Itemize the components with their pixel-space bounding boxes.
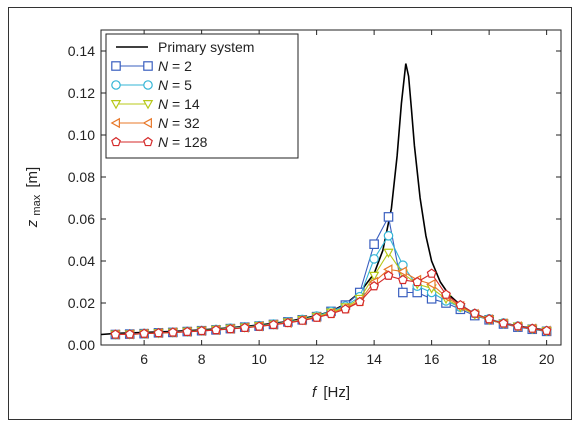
legend-entry: N = 2	[111, 58, 192, 74]
legend-label: N = 32	[158, 115, 200, 131]
data-point	[398, 287, 408, 298]
data-point	[397, 266, 407, 277]
data-point	[455, 299, 466, 310]
series-layer	[100, 63, 552, 340]
data-point	[167, 327, 178, 337]
data-point	[142, 100, 154, 110]
data-point	[110, 329, 121, 339]
y-axis-unit: [m]	[24, 167, 41, 188]
data-point	[153, 327, 164, 338]
legend-label: N = 14	[158, 96, 200, 112]
data-point	[110, 117, 120, 129]
data-point	[354, 296, 365, 307]
data-point	[225, 323, 236, 334]
y-tick-label: 0.02	[68, 295, 95, 311]
data-point	[340, 304, 351, 314]
data-point	[484, 314, 495, 324]
y-tick-label: 0.10	[68, 127, 95, 143]
data-point	[512, 321, 523, 331]
legend-entry: N = 14	[110, 96, 200, 112]
plot-area-border	[100, 29, 562, 346]
data-point	[383, 212, 394, 222]
data-point	[143, 136, 153, 147]
data-point	[254, 321, 265, 331]
y-tick-label: 0.00	[68, 337, 95, 353]
y-axis-sub: max	[31, 194, 43, 215]
legend-label: Primary system	[158, 39, 254, 55]
y-axis-var: z	[24, 219, 41, 228]
data-point	[211, 324, 221, 335]
legend-label: N = 5	[158, 77, 192, 93]
x-tick-label: 8	[198, 351, 206, 367]
x-tick-label: 18	[481, 351, 497, 367]
data-point	[412, 276, 423, 287]
y-tick-label: 0.08	[68, 169, 95, 185]
data-point	[268, 319, 279, 330]
data-point	[110, 100, 122, 110]
data-point	[282, 317, 293, 328]
data-point	[541, 325, 552, 335]
series-line	[115, 268, 547, 336]
data-point	[383, 231, 394, 241]
series-line	[115, 234, 547, 336]
x-tick-label: 12	[309, 351, 325, 367]
y-tick-label: 0.14	[68, 43, 95, 59]
data-point	[124, 329, 135, 339]
data-point	[111, 80, 121, 90]
x-tick-label: 20	[539, 351, 555, 367]
series-line	[115, 272, 547, 336]
data-point	[383, 270, 394, 280]
y-tick-label: 0.12	[68, 85, 95, 101]
data-point	[441, 289, 451, 299]
data-point	[297, 315, 308, 325]
legend-entry: Primary system	[116, 39, 254, 55]
data-point	[397, 274, 408, 285]
x-tick-label: 16	[424, 351, 440, 367]
axes: 6 8 10 12 14 16 18 20 0.00 0.02 0.04 0.06 0.08 0.10 0.…	[68, 29, 562, 367]
series-n-14	[110, 248, 552, 340]
data-point	[311, 312, 322, 322]
data-point	[182, 326, 193, 336]
x-tick-label: 6	[140, 351, 148, 367]
data-point	[111, 61, 121, 71]
y-tick-label: 0.04	[68, 253, 95, 269]
x-axis-var: f	[312, 384, 318, 401]
legend-label: N = 2	[158, 58, 192, 74]
data-point	[469, 308, 480, 318]
x-axis-unit: [Hz]	[323, 384, 350, 401]
legend-entry: N = 32	[110, 115, 200, 131]
data-point	[239, 322, 250, 332]
data-point	[426, 278, 436, 290]
data-point	[368, 271, 380, 282]
data-point	[369, 254, 379, 264]
data-point	[369, 281, 380, 291]
series-line	[115, 251, 547, 336]
data-point	[111, 136, 121, 147]
data-point	[383, 248, 394, 259]
data-point	[527, 323, 538, 333]
data-point	[326, 308, 336, 319]
x-tick-label: 14	[366, 351, 382, 367]
axis-labels: f [Hz] z max [m]	[24, 167, 350, 401]
y-tick-label: 0.06	[68, 211, 95, 227]
data-point	[143, 80, 153, 90]
data-point	[196, 325, 207, 336]
y-axis-label: z max [m]	[24, 167, 44, 228]
legend-box	[105, 33, 299, 159]
data-point	[143, 61, 153, 71]
series-n-128	[110, 268, 552, 339]
legend-entry: N = 5	[111, 77, 192, 93]
data-point	[426, 268, 437, 278]
data-point	[369, 239, 379, 249]
x-axis-label: f [Hz]	[312, 384, 350, 401]
data-point	[142, 117, 152, 129]
legend: Primary system N = 2 N = 5 N = 14 N = 32 N = …	[105, 33, 299, 159]
x-tick-label: 10	[251, 351, 267, 367]
data-point	[498, 318, 509, 328]
legend-label: N = 128	[158, 134, 208, 150]
data-point	[139, 328, 150, 338]
legend-entry: N = 128	[111, 134, 208, 150]
